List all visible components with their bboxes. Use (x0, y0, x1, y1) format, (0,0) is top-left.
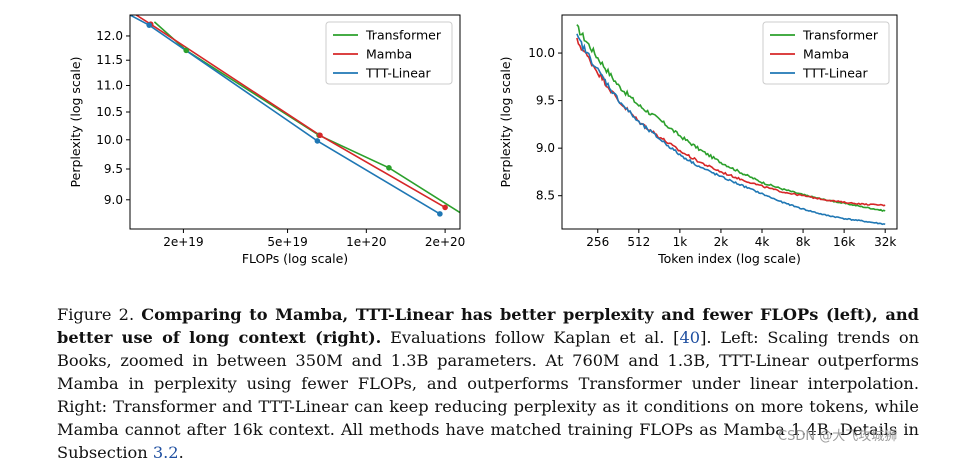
y-tick-label: 10.0 (528, 46, 555, 60)
legend-box (325, 21, 453, 85)
plot-frame (129, 14, 461, 230)
series-line-ttt-linear (576, 33, 886, 226)
data-point-mamba (317, 132, 323, 139)
x-tick-label: 256 (586, 235, 609, 249)
data-point-ttt-linear (437, 211, 443, 217)
y-tick-label: 11.5 (96, 53, 123, 67)
x-tick-label: 16k (833, 235, 855, 249)
series-line-transformer (576, 24, 886, 212)
caption-bold: Comparing to Mamba, TTT-Linear has bette… (57, 305, 919, 347)
x-tick-label: 1k (673, 235, 688, 249)
data-point-ttt-linear (314, 138, 321, 144)
y-tick-label: 12.0 (96, 29, 123, 43)
y-axis-label: Perplexity (log scale) (498, 57, 513, 188)
plot-area (576, 24, 886, 226)
flops-perplexity-chart: 2e+19 5e+19 1e+20 2e+20 9.0 9.5 10.0 10.5 11.0 11… (68, 14, 465, 266)
legend-label: TTT-Linear (802, 66, 869, 81)
x-tick-label: 2k (714, 235, 729, 249)
x-tick-label: 512 (627, 235, 650, 249)
y-tick-label: 10.5 (96, 105, 123, 119)
y-axis-label: Perplexity (log scale) (68, 57, 83, 188)
token-index-perplexity-chart: 256 512 1k 2k 4k 8k 16k 32k 8.5 9.0 9.5 10.0 Token i… (498, 14, 898, 266)
series-line-mamba (135, 15, 446, 209)
legend: Transformer Mamba TTT-Linear (762, 21, 890, 85)
caption-label: Figure 2. (57, 305, 135, 324)
y-tick-label: 9.5 (536, 94, 555, 108)
series-line-ttt-linear (130, 15, 441, 215)
x-axis-label: Token index (log scale) (657, 251, 801, 266)
legend-label: Mamba (366, 47, 412, 62)
legend-box (762, 21, 890, 85)
csdn-watermark: CSDN @大飞攻城狮 (778, 429, 898, 444)
x-tick-label: 2e+20 (425, 235, 465, 249)
y-tick-label: 9.5 (104, 162, 123, 176)
y-tick-label: 11.0 (96, 79, 123, 93)
x-tick-label: 5e+19 (267, 235, 307, 249)
legend-label: Transformer (365, 28, 442, 43)
caption-text-2: ]. Left: Scaling trends on Books, zoomed… (57, 328, 919, 462)
y-tick-label: 9.0 (104, 193, 123, 207)
figure-caption: Figure 2. Comparing to Mamba, TTT-Linear… (57, 303, 919, 464)
legend-label: Transformer (802, 28, 879, 43)
data-point-mamba (442, 204, 448, 211)
caption-ref-40[interactable]: 40 (679, 328, 701, 347)
x-tick-label: 2e+19 (163, 235, 203, 249)
data-point-transformer (386, 165, 392, 171)
x-axis-label: FLOPs (log scale) (242, 251, 348, 266)
x-tick-label: 8k (796, 235, 811, 249)
data-point-transformer (183, 47, 190, 54)
x-tick-label: 4k (755, 235, 770, 249)
y-tick-label: 8.5 (536, 189, 555, 203)
x-tick-label: 1e+20 (346, 235, 386, 249)
legend-label: Mamba (803, 47, 849, 62)
plot-area (130, 15, 460, 217)
legend: Transformer Mamba TTT-Linear (325, 21, 453, 85)
y-tick-label: 10.0 (96, 133, 123, 147)
x-tick-label: 32k (874, 235, 896, 249)
y-tick-label: 9.0 (536, 141, 555, 155)
plot-frame (561, 14, 898, 230)
caption-text-1: Evaluations follow Kaplan et al. [ (390, 328, 680, 347)
data-point-ttt-linear (146, 22, 152, 28)
legend-label: TTT-Linear (365, 66, 432, 81)
